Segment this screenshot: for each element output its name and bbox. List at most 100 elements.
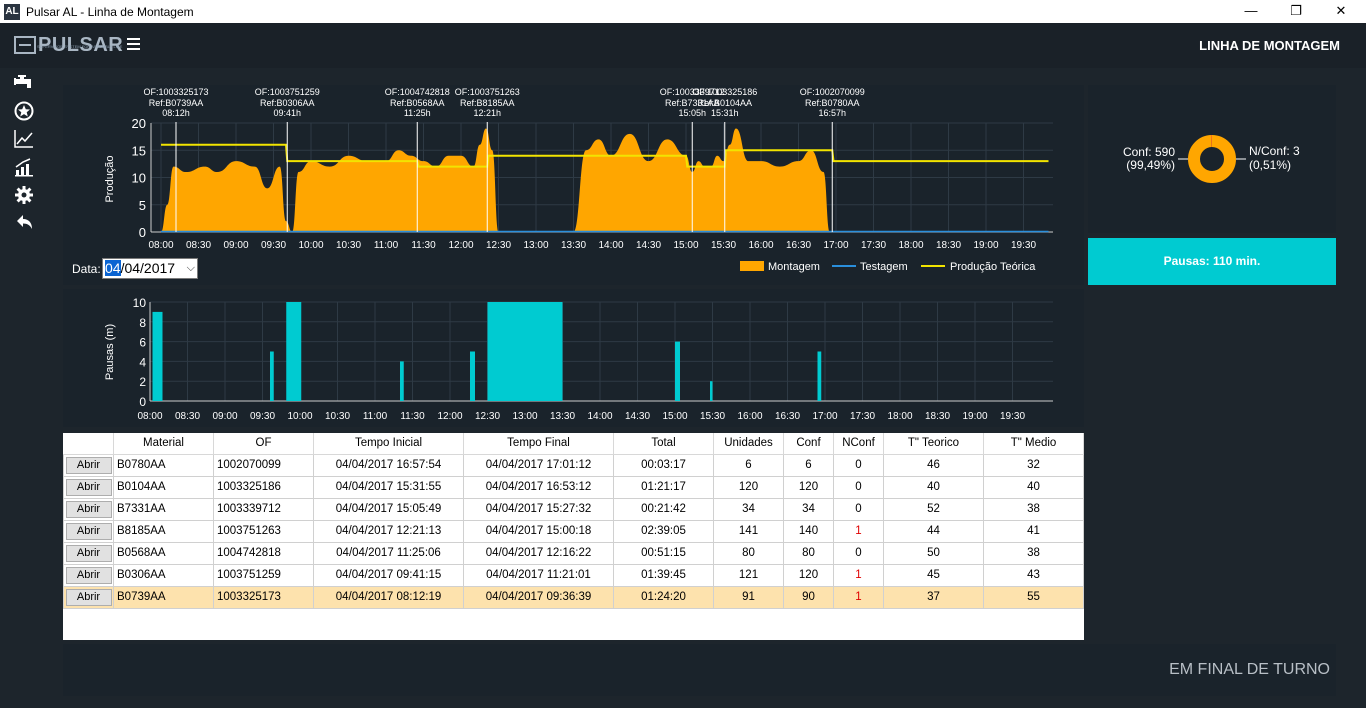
open-order-button[interactable]: Abrir: [65, 566, 112, 584]
table-row[interactable]: Abrir B0739AA 1003325173 04/04/2017 08:12:1…: [63, 585, 1084, 609]
pause-x-tick: 08:00: [137, 411, 162, 422]
production-y-tick: 0: [139, 225, 146, 240]
pause-bar: [286, 302, 302, 401]
production-x-tick: 16:30: [786, 240, 811, 251]
header-tempo-final[interactable]: Tempo Final: [463, 433, 614, 455]
open-order-button[interactable]: Abrir: [65, 522, 112, 540]
cell-material: B0568AA: [113, 541, 214, 565]
production-x-tick: 19:30: [1011, 240, 1036, 251]
cell-conf: 80: [783, 541, 834, 565]
line-chart-icon[interactable]: [13, 128, 35, 150]
chevron-down-icon[interactable]: ⌵: [186, 262, 195, 274]
orders-table-container: Material OF Tempo Inicial Tempo Final To…: [63, 433, 1084, 640]
production-x-tick: 13:00: [523, 240, 548, 251]
cell-nconf: 0: [833, 453, 884, 477]
cell-t-teorico: 50: [883, 541, 984, 565]
pause-bar: [470, 351, 475, 401]
cell-of: 1003325186: [213, 475, 314, 499]
back-arrow-icon[interactable]: [13, 212, 35, 234]
open-order-button[interactable]: Abrir: [65, 478, 112, 496]
pause-y-label: Pausas (m): [104, 324, 116, 380]
cell-units: 80: [713, 541, 784, 565]
pause-y-tick: 2: [139, 375, 146, 389]
order-annotation-ref: Ref:B0780AA: [805, 98, 860, 108]
production-x-tick: 17:30: [861, 240, 886, 251]
cell-of: 1003325173: [213, 585, 314, 609]
order-annotation-ref: Ref:B0568AA: [390, 98, 445, 108]
date-picker[interactable]: 04/04/2017 ⌵: [102, 258, 198, 279]
date-rest: /04/2017: [120, 260, 176, 276]
cell-end-time: 04/04/2017 11:21:01: [463, 563, 614, 587]
cell-nconf: 0: [833, 497, 884, 521]
table-row[interactable]: Abrir B7331AA 1003339712 04/04/2017 15:05:4…: [63, 497, 1084, 521]
header-t-medio[interactable]: T" Medio: [983, 433, 1084, 455]
open-order-button[interactable]: Abrir: [65, 500, 112, 518]
status-footer: EM FINAL DE TURNO: [63, 644, 1336, 696]
cell-of: 1003751263: [213, 519, 314, 543]
header-tempo-inicial[interactable]: Tempo Inicial: [313, 433, 464, 455]
order-annotation-of: OF:1003751263: [455, 87, 520, 97]
pause-x-tick: 09:30: [250, 411, 275, 422]
production-x-tick: 10:30: [336, 240, 361, 251]
order-annotation-time: 15:05h: [678, 108, 706, 118]
open-order-button[interactable]: Abrir: [65, 544, 112, 562]
pause-chart: 08:00 08:30 09:00 09:30 10:00 10:30 11:00 11:30…: [104, 296, 1053, 422]
header-material[interactable]: Material: [113, 433, 214, 455]
pause-x-tick: 11:30: [400, 411, 425, 422]
pause-x-tick: 12:00: [437, 411, 462, 422]
maximize-button[interactable]: ❐: [1290, 3, 1302, 18]
table-row[interactable]: Abrir B0568AA 1004742818 04/04/2017 11:25:0…: [63, 541, 1084, 565]
cell-material: B8185AA: [113, 519, 214, 543]
production-y-label: Produção: [104, 155, 116, 202]
gear-icon[interactable]: [13, 184, 35, 206]
cell-start-time: 04/04/2017 15:05:49: [313, 497, 464, 521]
open-order-button[interactable]: Abrir: [65, 588, 112, 606]
cell-action: Abrir: [63, 541, 114, 565]
table-row[interactable]: Abrir B8185AA 1003751263 04/04/2017 12:21:1…: [63, 519, 1084, 543]
production-x-tick: 09:00: [223, 240, 248, 251]
header-nconf[interactable]: NConf: [833, 433, 884, 455]
app-header: PULSAR SUPERVISOR SYSTEM FOR ASSEMBLY LI…: [0, 23, 1366, 68]
cell-end-time: 04/04/2017 09:36:39: [463, 585, 614, 609]
header-unidades[interactable]: Unidades: [713, 433, 784, 455]
faucet-icon[interactable]: [13, 72, 35, 94]
bar-growth-icon[interactable]: [13, 156, 35, 178]
cell-end-time: 04/04/2017 16:53:12: [463, 475, 614, 499]
star-badge-icon[interactable]: [13, 100, 35, 122]
table-row[interactable]: Abrir B0780AA 1002070099 04/04/2017 16:57:5…: [63, 453, 1084, 477]
pause-x-tick: 10:30: [325, 411, 350, 422]
cell-total: 00:21:42: [613, 497, 714, 521]
header-of[interactable]: OF: [213, 433, 314, 455]
donut-conf-label: Conf: 590: [1123, 145, 1175, 159]
pause-x-tick: 14:00: [587, 411, 612, 422]
header-t-teorico[interactable]: T" Teorico: [883, 433, 984, 455]
close-button[interactable]: ✕: [1335, 3, 1347, 18]
table-row[interactable]: Abrir B0104AA 1003325186 04/04/2017 15:31:5…: [63, 475, 1084, 499]
order-annotation-time: 12:21h: [473, 108, 501, 118]
order-annotation-time: 16:57h: [818, 108, 846, 118]
cell-t-medio: 40: [983, 475, 1084, 499]
pause-x-tick: 19:00: [962, 411, 987, 422]
pause-x-tick: 12:30: [475, 411, 500, 422]
date-label: Data:: [72, 262, 101, 276]
pause-chart-panel: 08:00 08:30 09:00 09:30 10:00 10:30 11:00 11:30…: [63, 289, 1084, 427]
pause-bar: [710, 381, 713, 401]
pulsar-logo: PULSAR: [14, 34, 123, 56]
cell-t-medio: 32: [983, 453, 1084, 477]
donut-nconf-label: N/Conf: 3: [1249, 144, 1300, 158]
open-order-button[interactable]: Abrir: [65, 456, 112, 474]
cell-conf: 140: [783, 519, 834, 543]
minimize-button[interactable]: —: [1244, 3, 1258, 18]
cell-material: B0739AA: [113, 585, 214, 609]
table-row[interactable]: Abrir B0306AA 1003751259 04/04/2017 09:41:1…: [63, 563, 1084, 587]
header-conf[interactable]: Conf: [783, 433, 834, 455]
production-x-tick: 12:00: [448, 240, 473, 251]
cell-action: Abrir: [63, 519, 114, 543]
cell-total: 01:24:20: [613, 585, 714, 609]
menu-toggle-icon[interactable]: [127, 38, 140, 50]
legend-label: Produção Teórica: [950, 261, 1036, 273]
cell-t-teorico: 45: [883, 563, 984, 587]
pause-bar: [400, 361, 404, 401]
cell-t-medio: 38: [983, 541, 1084, 565]
header-total[interactable]: Total: [613, 433, 714, 455]
